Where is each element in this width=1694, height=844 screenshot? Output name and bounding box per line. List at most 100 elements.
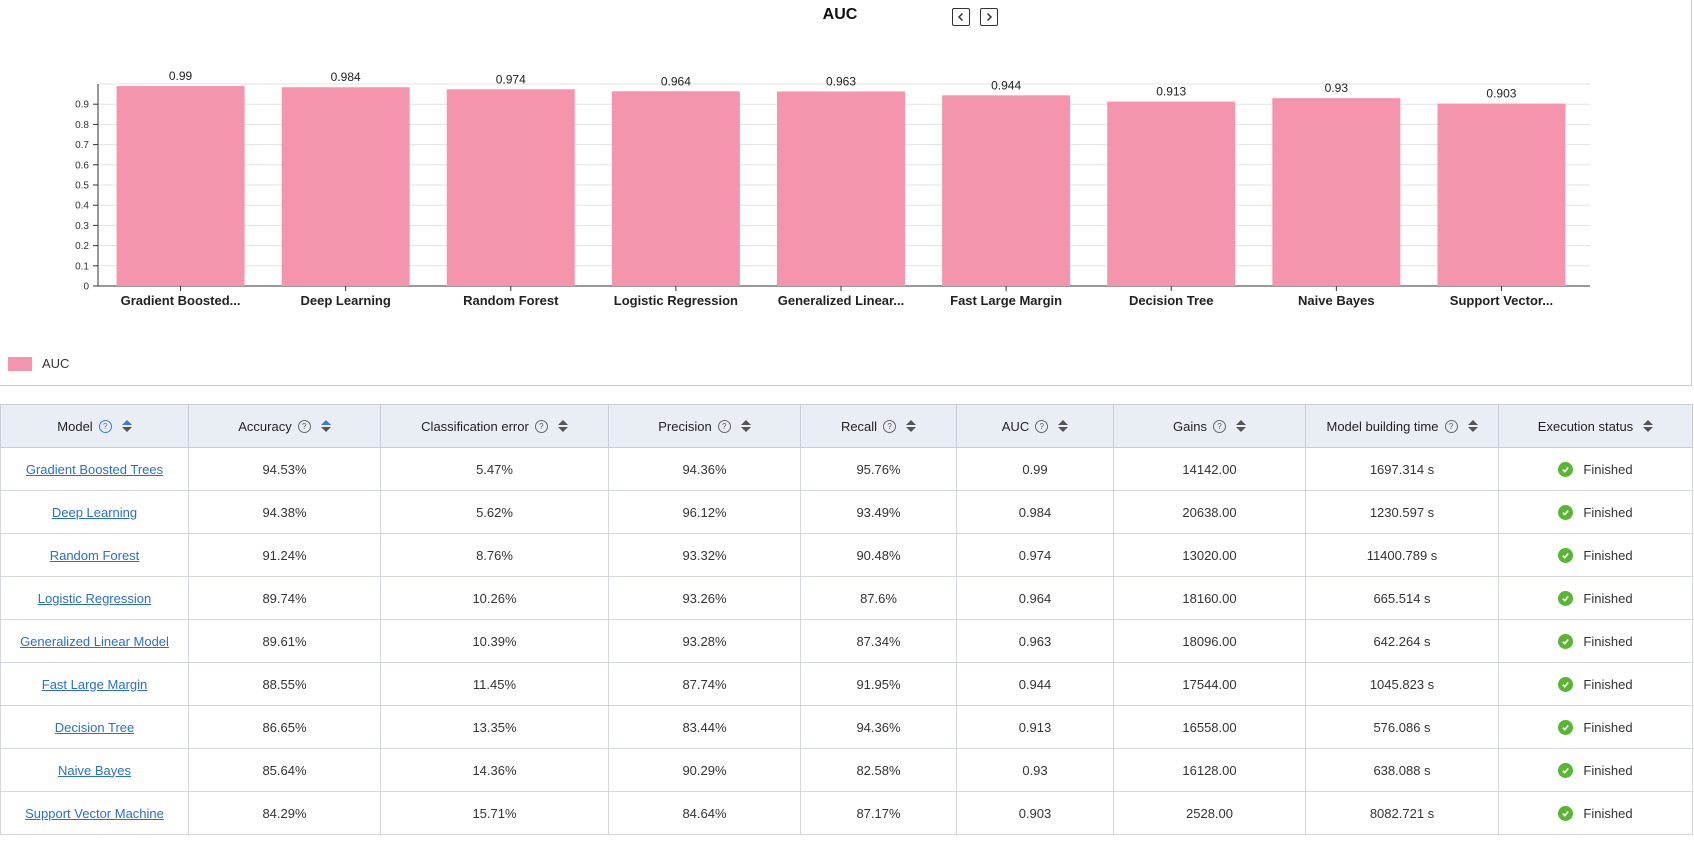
- model-building-time-cell: 1697.314 s: [1305, 447, 1499, 491]
- sort-up-icon: [1643, 420, 1654, 425]
- prev-chart-button[interactable]: [952, 8, 970, 26]
- help-icon[interactable]: ?: [883, 419, 897, 433]
- sort-down-icon: [906, 427, 917, 432]
- sort-up-icon: [1058, 420, 1069, 425]
- accuracy-cell: 84.29%: [188, 791, 381, 835]
- accuracy-cell: 89.61%: [188, 619, 381, 663]
- sort-icon[interactable]: [906, 420, 917, 432]
- status-badge: Finished: [1558, 547, 1633, 563]
- classification-error-cell: 8.76%: [380, 533, 609, 577]
- bar-value-label: 0.903: [1486, 87, 1516, 101]
- auc-cell: 0.93: [956, 748, 1114, 792]
- sort-icon[interactable]: [1467, 420, 1478, 432]
- table-row: Support Vector Machine 84.29% 15.71% 84.64%…: [0, 791, 1693, 835]
- column-header[interactable]: AUC?: [956, 404, 1114, 448]
- auc-cell: 0.964: [956, 576, 1114, 620]
- recall-cell: 87.6%: [800, 576, 957, 620]
- gains-cell: 16558.00: [1113, 705, 1306, 749]
- check-icon: [1558, 719, 1574, 735]
- column-header[interactable]: Execution status: [1498, 404, 1693, 448]
- classification-error-cell: 11.45%: [380, 662, 609, 706]
- status-badge: Finished: [1558, 633, 1633, 649]
- sort-icon[interactable]: [1235, 420, 1246, 432]
- column-header-label: Model building time: [1326, 418, 1439, 434]
- column-header[interactable]: Model?: [0, 404, 189, 448]
- recall-cell: 90.48%: [800, 533, 957, 577]
- help-icon[interactable]: ?: [1212, 419, 1226, 433]
- model-link[interactable]: Decision Tree: [54, 719, 135, 735]
- chevron-right-icon: [986, 12, 993, 22]
- help-icon[interactable]: ?: [297, 419, 311, 433]
- table-row: Fast Large Margin 88.55% 11.45% 87.74% 91.95…: [0, 662, 1693, 706]
- sort-down-icon: [121, 427, 132, 432]
- model-link[interactable]: Support Vector Machine: [25, 805, 164, 821]
- model-cell: Random Forest: [0, 533, 189, 577]
- sort-up-icon: [1467, 420, 1478, 425]
- model-cell: Generalized Linear Model: [0, 619, 189, 663]
- y-tick-label: 0.8: [75, 120, 89, 131]
- column-header[interactable]: Gains?: [1113, 404, 1306, 448]
- status-text: Finished: [1583, 805, 1633, 821]
- x-tick-label: Decision Tree: [1129, 293, 1214, 308]
- bar: [1107, 101, 1236, 286]
- gains-cell: 18096.00: [1113, 619, 1306, 663]
- column-header-content: AUC?: [1002, 419, 1069, 434]
- recall-cell: 95.76%: [800, 447, 957, 491]
- execution-status-cell: Finished: [1498, 748, 1693, 792]
- model-link[interactable]: Logistic Regression: [37, 590, 152, 606]
- model-link[interactable]: Generalized Linear Model: [20, 633, 169, 649]
- model-link[interactable]: Random Forest: [49, 547, 140, 563]
- model-cell: Logistic Regression: [0, 576, 189, 620]
- sort-icon[interactable]: [320, 420, 331, 432]
- legend-swatch: [8, 356, 32, 371]
- gains-cell: 2528.00: [1113, 791, 1306, 835]
- model-link[interactable]: Deep Learning: [51, 504, 138, 520]
- sort-icon[interactable]: [1058, 420, 1069, 432]
- sort-icon[interactable]: [557, 420, 568, 432]
- sort-icon[interactable]: [740, 420, 751, 432]
- help-icon[interactable]: ?: [98, 419, 112, 433]
- table-row: Deep Learning 94.38% 5.62% 96.12% 93.49% 0.98…: [0, 490, 1693, 534]
- bar: [1272, 98, 1401, 286]
- model-building-time-cell: 1230.597 s: [1305, 490, 1499, 534]
- column-header-label: Precision: [658, 418, 712, 434]
- x-tick-label: Generalized Linear...: [778, 293, 904, 308]
- recall-cell: 87.34%: [800, 619, 957, 663]
- y-tick-label: 0.5: [75, 181, 89, 192]
- column-header-label: Accuracy: [238, 418, 292, 434]
- gains-cell: 20638.00: [1113, 490, 1306, 534]
- column-header[interactable]: Accuracy?: [188, 404, 381, 448]
- bar-value-label: 0.944: [991, 78, 1021, 92]
- column-header[interactable]: Recall?: [800, 404, 957, 448]
- accuracy-cell: 94.38%: [188, 490, 381, 534]
- column-header-content: Execution status: [1538, 419, 1654, 434]
- help-icon[interactable]: ?: [717, 419, 731, 433]
- x-tick-label: Logistic Regression: [614, 293, 738, 308]
- model-link[interactable]: Gradient Boosted Trees: [25, 461, 164, 477]
- column-header[interactable]: Precision?: [608, 404, 801, 448]
- help-icon[interactable]: ?: [534, 419, 548, 433]
- x-tick-label: Gradient Boosted...: [121, 293, 241, 308]
- auc-cell: 0.944: [956, 662, 1114, 706]
- column-header[interactable]: Classification error?: [380, 404, 609, 448]
- column-header[interactable]: Model building time?: [1305, 404, 1499, 448]
- help-icon[interactable]: ?: [1444, 419, 1458, 433]
- model-link[interactable]: Fast Large Margin: [41, 676, 148, 692]
- y-tick-label: 0.2: [75, 241, 89, 252]
- next-chart-button[interactable]: [980, 8, 998, 26]
- sort-icon[interactable]: [1643, 420, 1654, 432]
- model-building-time-cell: 665.514 s: [1305, 576, 1499, 620]
- sort-up-icon: [1235, 420, 1246, 425]
- check-icon: [1558, 676, 1574, 692]
- column-header-content: Model building time?: [1326, 418, 1478, 434]
- check-icon: [1558, 633, 1574, 649]
- table-row: Gradient Boosted Trees 94.53% 5.47% 94.36% 9…: [0, 447, 1693, 491]
- model-link[interactable]: Naive Bayes: [58, 762, 131, 778]
- status-badge: Finished: [1558, 719, 1633, 735]
- precision-cell: 93.32%: [608, 533, 801, 577]
- x-tick-label: Naive Bayes: [1298, 293, 1375, 308]
- sort-icon[interactable]: [121, 420, 132, 432]
- x-tick-label: Deep Learning: [301, 293, 391, 308]
- help-icon[interactable]: ?: [1035, 419, 1049, 433]
- bar: [611, 91, 740, 286]
